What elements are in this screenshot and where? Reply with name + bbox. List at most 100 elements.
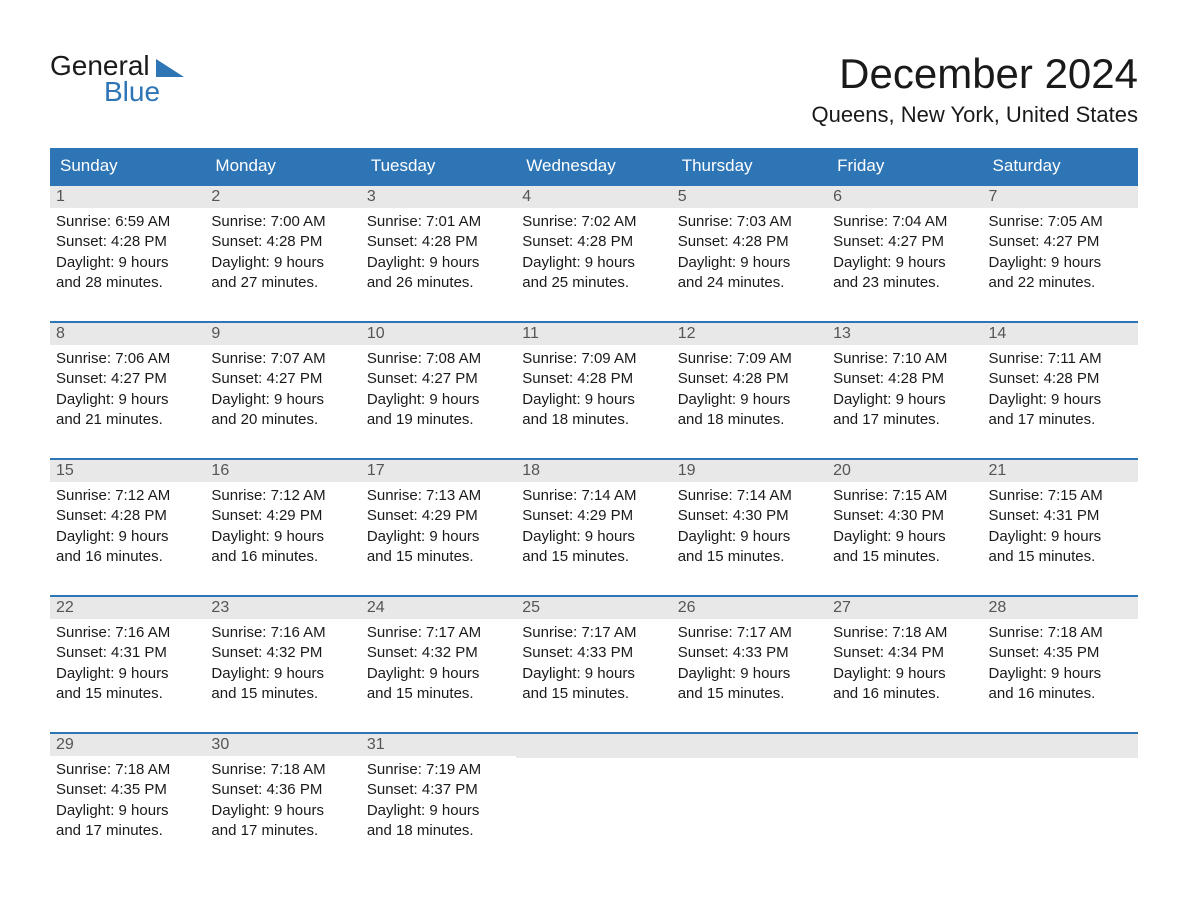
day-number: 27: [827, 597, 982, 619]
day-cell: 29Sunrise: 7:18 AMSunset: 4:35 PMDayligh…: [50, 734, 205, 847]
weekday-header: Wednesday: [516, 148, 671, 184]
day-number: 21: [983, 460, 1138, 482]
day-line: Daylight: 9 hours: [678, 390, 821, 410]
day-number: 23: [205, 597, 360, 619]
day-line: Sunrise: 7:16 AM: [211, 623, 354, 643]
day-line: Sunset: 4:33 PM: [522, 643, 665, 663]
day-body: Sunrise: 7:15 AMSunset: 4:30 PMDaylight:…: [827, 482, 982, 573]
day-body: Sunrise: 7:17 AMSunset: 4:33 PMDaylight:…: [516, 619, 671, 710]
day-body: Sunrise: 7:14 AMSunset: 4:30 PMDaylight:…: [672, 482, 827, 573]
day-cell: 14Sunrise: 7:11 AMSunset: 4:28 PMDayligh…: [983, 323, 1138, 436]
day-line: and 28 minutes.: [56, 273, 199, 293]
day-number: 14: [983, 323, 1138, 345]
day-line: and 15 minutes.: [367, 684, 510, 704]
day-body: Sunrise: 7:18 AMSunset: 4:36 PMDaylight:…: [205, 756, 360, 847]
day-number: 6: [827, 186, 982, 208]
day-line: Daylight: 9 hours: [522, 390, 665, 410]
day-cell: 6 Sunrise: 7:04 AMSunset: 4:27 PMDaylight…: [827, 186, 982, 299]
day-number: 30: [205, 734, 360, 756]
day-body: Sunrise: 7:03 AMSunset: 4:28 PMDaylight:…: [672, 208, 827, 299]
day-cell: 18Sunrise: 7:14 AMSunset: 4:29 PMDayligh…: [516, 460, 671, 573]
day-line: and 15 minutes.: [522, 684, 665, 704]
day-line: Daylight: 9 hours: [56, 801, 199, 821]
day-line: Daylight: 9 hours: [833, 253, 976, 273]
day-body: Sunrise: 7:08 AMSunset: 4:27 PMDaylight:…: [361, 345, 516, 436]
day-line: and 27 minutes.: [211, 273, 354, 293]
day-line: Sunset: 4:29 PM: [211, 506, 354, 526]
day-line: Daylight: 9 hours: [989, 253, 1132, 273]
day-cell: 27Sunrise: 7:18 AMSunset: 4:34 PMDayligh…: [827, 597, 982, 710]
day-line: Daylight: 9 hours: [522, 664, 665, 684]
day-line: Sunrise: 7:06 AM: [56, 349, 199, 369]
day-body: Sunrise: 7:13 AMSunset: 4:29 PMDaylight:…: [361, 482, 516, 573]
day-line: Sunrise: 7:02 AM: [522, 212, 665, 232]
day-line: Daylight: 9 hours: [367, 253, 510, 273]
weekday-header-row: Sunday Monday Tuesday Wednesday Thursday…: [50, 148, 1138, 184]
day-number: 29: [50, 734, 205, 756]
weekday-header: Monday: [205, 148, 360, 184]
day-line: Daylight: 9 hours: [833, 527, 976, 547]
day-line: Daylight: 9 hours: [211, 664, 354, 684]
day-cell: 10Sunrise: 7:08 AMSunset: 4:27 PMDayligh…: [361, 323, 516, 436]
day-line: Sunset: 4:27 PM: [833, 232, 976, 252]
day-cell: 2Sunrise: 7:00 AMSunset: 4:28 PMDaylight…: [205, 186, 360, 299]
day-line: Sunrise: 7:13 AM: [367, 486, 510, 506]
day-line: and 15 minutes.: [211, 684, 354, 704]
day-line: Sunset: 4:29 PM: [367, 506, 510, 526]
day-line: Sunrise: 7:11 AM: [989, 349, 1132, 369]
day-line: Sunset: 4:31 PM: [989, 506, 1132, 526]
day-line: Sunrise: 7:14 AM: [678, 486, 821, 506]
day-number: 26: [672, 597, 827, 619]
day-line: Sunset: 4:32 PM: [211, 643, 354, 663]
day-cell: 15Sunrise: 7:12 AMSunset: 4:28 PMDayligh…: [50, 460, 205, 573]
week-row: 29Sunrise: 7:18 AMSunset: 4:35 PMDayligh…: [50, 732, 1138, 847]
day-line: Sunset: 4:27 PM: [211, 369, 354, 389]
day-line: Sunrise: 7:04 AM: [833, 212, 976, 232]
day-number: 16: [205, 460, 360, 482]
day-line: Daylight: 9 hours: [56, 253, 199, 273]
day-cell: [672, 734, 827, 847]
day-number: 4: [516, 186, 671, 208]
day-line: Sunset: 4:35 PM: [989, 643, 1132, 663]
day-line: Sunset: 4:29 PM: [522, 506, 665, 526]
day-line: Sunset: 4:27 PM: [989, 232, 1132, 252]
day-body: Sunrise: 7:00 AMSunset: 4:28 PMDaylight:…: [205, 208, 360, 299]
logo-flag-icon: [156, 59, 184, 77]
day-line: Daylight: 9 hours: [367, 527, 510, 547]
day-line: and 17 minutes.: [56, 821, 199, 841]
day-line: and 17 minutes.: [211, 821, 354, 841]
day-line: and 16 minutes.: [989, 684, 1132, 704]
page-title: December 2024: [811, 50, 1138, 98]
logo: General Blue: [50, 50, 184, 108]
day-line: Daylight: 9 hours: [211, 527, 354, 547]
day-line: Sunset: 4:28 PM: [56, 506, 199, 526]
day-cell: 13Sunrise: 7:10 AMSunset: 4:28 PMDayligh…: [827, 323, 982, 436]
day-line: and 17 minutes.: [833, 410, 976, 430]
day-body: Sunrise: 7:11 AMSunset: 4:28 PMDaylight:…: [983, 345, 1138, 436]
weekday-header: Saturday: [983, 148, 1138, 184]
day-line: Daylight: 9 hours: [833, 390, 976, 410]
day-body: Sunrise: 7:01 AMSunset: 4:28 PMDaylight:…: [361, 208, 516, 299]
day-cell: 26Sunrise: 7:17 AMSunset: 4:33 PMDayligh…: [672, 597, 827, 710]
day-line: Daylight: 9 hours: [833, 664, 976, 684]
day-cell: 3Sunrise: 7:01 AMSunset: 4:28 PMDaylight…: [361, 186, 516, 299]
day-cell: 1Sunrise: 6:59 AMSunset: 4:28 PMDaylight…: [50, 186, 205, 299]
day-cell: 12Sunrise: 7:09 AMSunset: 4:28 PMDayligh…: [672, 323, 827, 436]
day-line: and 15 minutes.: [56, 684, 199, 704]
day-line: Daylight: 9 hours: [989, 390, 1132, 410]
empty-day: [672, 734, 827, 758]
day-line: Sunrise: 7:10 AM: [833, 349, 976, 369]
day-body: Sunrise: 7:16 AMSunset: 4:31 PMDaylight:…: [50, 619, 205, 710]
calendar: Sunday Monday Tuesday Wednesday Thursday…: [50, 148, 1138, 847]
day-cell: 8Sunrise: 7:06 AMSunset: 4:27 PMDaylight…: [50, 323, 205, 436]
weekday-header: Tuesday: [361, 148, 516, 184]
day-line: Sunrise: 7:16 AM: [56, 623, 199, 643]
day-line: and 21 minutes.: [56, 410, 199, 430]
day-line: Sunset: 4:28 PM: [522, 232, 665, 252]
day-line: Sunrise: 7:07 AM: [211, 349, 354, 369]
day-line: Sunrise: 7:05 AM: [989, 212, 1132, 232]
day-line: Sunrise: 7:19 AM: [367, 760, 510, 780]
day-line: Sunset: 4:34 PM: [833, 643, 976, 663]
day-body: Sunrise: 7:06 AMSunset: 4:27 PMDaylight:…: [50, 345, 205, 436]
day-line: Sunset: 4:30 PM: [678, 506, 821, 526]
